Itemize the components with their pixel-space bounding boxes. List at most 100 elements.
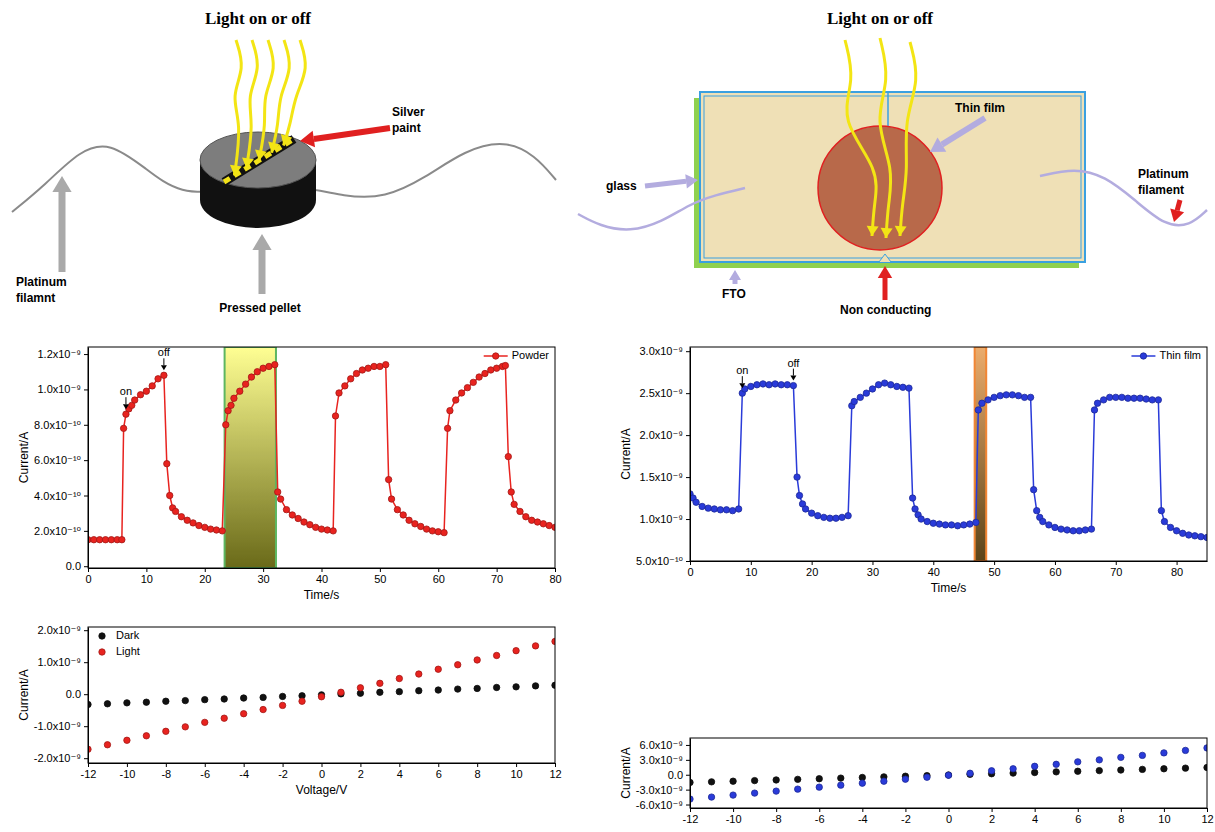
y-tick-mark (686, 745, 690, 746)
y-tick-mark (84, 662, 88, 663)
data-point (342, 383, 348, 389)
x-tick-label: -8 (161, 768, 171, 780)
x-tick-label: 2 (358, 768, 364, 780)
x-tick-mark (872, 561, 873, 565)
data-point (1167, 524, 1173, 530)
data-point (1075, 768, 1081, 774)
data-point (1075, 759, 1081, 765)
data-point (948, 522, 954, 528)
x-tick-label: 80 (549, 573, 561, 585)
data-point (207, 526, 213, 532)
data-point (324, 527, 330, 533)
data-point (161, 372, 167, 378)
highlight-band (225, 347, 276, 568)
data-point (838, 782, 844, 788)
data-point (312, 524, 318, 530)
data-point (816, 776, 822, 782)
data-point (429, 528, 435, 534)
data-point (1096, 757, 1102, 763)
data-point (802, 506, 808, 512)
legend: Powder (484, 349, 550, 361)
x-tick-mark (244, 763, 245, 767)
x-tick-label: -10 (119, 768, 135, 780)
y-tick-mark (686, 775, 690, 776)
light-ray (845, 40, 876, 236)
y-tick-mark (84, 726, 88, 727)
x-tick-label: 6 (1075, 813, 1081, 825)
data-point (416, 687, 422, 693)
x-tick-mark (994, 561, 995, 565)
legend-label: Light (116, 645, 140, 657)
data-point (936, 521, 942, 527)
data-point (435, 529, 441, 535)
x-axis: -12-10-8-6-4-2024681012 (683, 808, 1214, 825)
x-tick: -8 (772, 808, 782, 825)
data-point (444, 425, 450, 431)
y-tick-mark (84, 630, 88, 631)
data-point (918, 516, 924, 522)
light-ray-head (255, 150, 267, 161)
data-point (1100, 397, 1106, 403)
x-tick: 10 (141, 568, 153, 585)
y-tick-label: 0.0 (66, 560, 81, 572)
y-tick-mark (686, 519, 690, 520)
x-axis-title: Voltage/V (296, 783, 347, 797)
y-tick-label: 2.0x10⁻⁹ (37, 624, 81, 636)
data-point (945, 772, 951, 778)
highlight-band (975, 347, 987, 561)
x-tick: 70 (491, 568, 503, 585)
x-tick-mark (1164, 808, 1165, 812)
y-tick-label: -6.0x10⁻⁹ (636, 799, 683, 811)
x-tick-label: 10 (745, 566, 757, 578)
data-point (338, 689, 344, 695)
annotation-arrow-shaft (793, 369, 794, 376)
data-point (299, 698, 305, 704)
data-point (875, 382, 881, 388)
data-point (385, 476, 391, 482)
x-tick-mark (733, 808, 734, 812)
y-tick-label: 3.0x10⁻⁹ (639, 754, 683, 766)
data-point (1118, 767, 1124, 773)
x-tick-label: -4 (858, 813, 868, 825)
data-point (184, 517, 190, 523)
data-point (748, 383, 754, 389)
data-point (1009, 392, 1015, 398)
data-point (505, 453, 511, 459)
data-point (881, 778, 887, 784)
data-point (790, 382, 796, 388)
data-point (124, 737, 130, 743)
x-tick: 80 (549, 568, 561, 585)
label-arrow-shaft (1177, 200, 1180, 210)
x-tick: 60 (1049, 561, 1061, 578)
data-point (213, 527, 219, 533)
data-point (453, 397, 459, 403)
data-point (1027, 394, 1033, 400)
data-point (137, 392, 143, 398)
x-tick-mark (992, 808, 993, 812)
x-tick-label: 8 (475, 768, 481, 780)
data-point (705, 505, 711, 511)
x-tick-label: 40 (316, 573, 328, 585)
data-point (532, 643, 538, 649)
data-point (1125, 395, 1131, 401)
data-point (418, 523, 424, 529)
data-point (815, 512, 821, 518)
data-point (124, 700, 130, 706)
y-tick-label: 2.0x10⁻¹⁰ (34, 525, 81, 537)
data-point (260, 694, 266, 700)
diagram-label: Thin film (955, 101, 1005, 115)
x-tick: 0 (85, 568, 91, 585)
x-tick-label: -6 (815, 813, 825, 825)
y-tick: 0.0 (66, 688, 88, 700)
y-tick: 6.0x10⁻⁹ (639, 739, 690, 751)
x-tick-label: -6 (200, 768, 210, 780)
data-point (1058, 526, 1064, 532)
data-point (1198, 533, 1204, 539)
thin-film (818, 126, 942, 250)
x-tick-label: 4 (397, 768, 403, 780)
y-tick-label: 0.0 (66, 688, 81, 700)
legend-marker (99, 633, 105, 639)
data-point (377, 680, 383, 686)
data-point (1010, 766, 1016, 772)
data-point (1052, 524, 1058, 530)
